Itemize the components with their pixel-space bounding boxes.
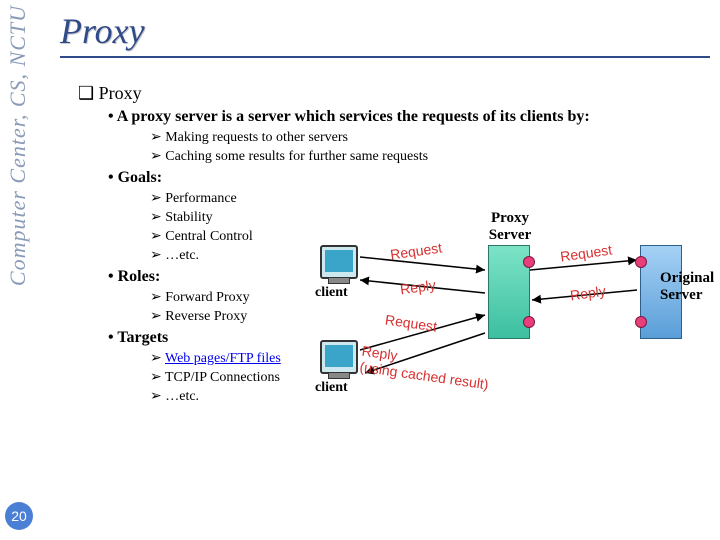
l3-g4-text: …etc. [165,248,199,263]
slide-title: Proxy [60,10,710,52]
bullet-l3-g1: ➢ Performance [150,190,710,207]
l2-roles-text: Roles: [118,268,161,285]
l1-proxy-text: Proxy [99,83,142,103]
bullet-l3-def1: ➢ Making requests to other servers [150,129,710,146]
l3-t3-text: …etc. [165,389,199,404]
client2-icon [320,340,358,374]
proxy-diagram: client client Proxy Server Original Serv… [310,215,705,425]
bullet-l1-proxy: ❑ Proxy [78,83,710,104]
l3-def1-text: Making requests to other servers [165,130,348,145]
title-divider [60,56,710,58]
l3-g3-text: Central Control [165,229,253,244]
client1-icon [320,245,358,279]
client2-label: client [315,380,348,396]
l2-def-text: A proxy server is a server which service… [117,108,590,125]
bullet-l2-def: • A proxy server is a server which servi… [108,108,710,126]
bullet-l2-goals: • Goals: [108,169,710,187]
proxy-server-label: Proxy Server [470,210,550,244]
sidebar-vertical-text: Computer Center, CS, NCTU [5,5,31,286]
original-server-label: Original Server [660,270,720,304]
l3-r2-text: Reverse Proxy [165,309,247,324]
proxy-server-icon [488,245,530,339]
l3-t1-text: Web pages/FTP files [165,351,281,366]
client1-label: client [315,285,348,301]
l3-r1-text: Forward Proxy [165,290,249,305]
page-number-badge: 20 [5,502,33,530]
l3-g1-text: Performance [165,191,237,206]
l3-t2-text: TCP/IP Connections [165,370,280,385]
l2-goals-text: Goals: [118,169,162,186]
l2-targets-text: Targets [117,329,168,346]
l3-g2-text: Stability [165,210,212,225]
l3-def2-text: Caching some results for further same re… [165,149,428,164]
bullet-l3-def2: ➢ Caching some results for further same … [150,148,710,165]
